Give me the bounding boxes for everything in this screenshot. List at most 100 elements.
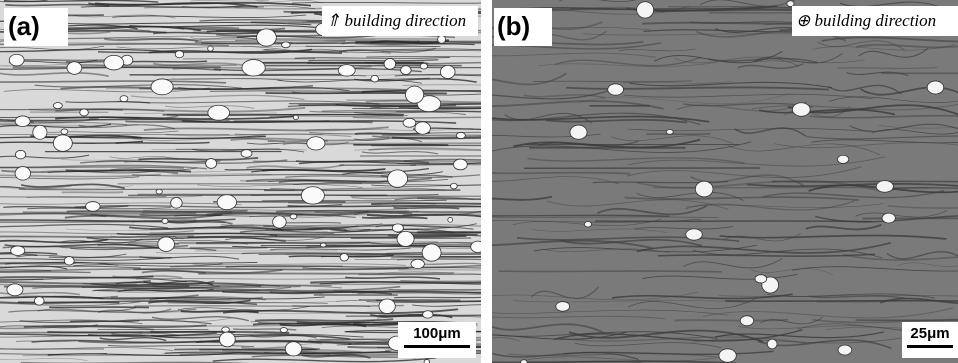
pore	[53, 103, 62, 109]
flow-line	[307, 245, 516, 246]
pore	[584, 222, 591, 228]
pore	[471, 241, 485, 252]
flow-line	[393, 208, 459, 209]
flow-line	[817, 301, 879, 302]
flow-line	[47, 332, 289, 333]
pore	[637, 2, 654, 18]
pore	[156, 189, 162, 194]
pore	[34, 297, 44, 305]
pore	[424, 359, 430, 363]
pore	[158, 237, 175, 251]
pore	[338, 65, 355, 76]
pore	[242, 60, 265, 76]
pore	[217, 195, 236, 210]
flow-line	[16, 59, 119, 60]
pore	[420, 63, 427, 69]
flow-line	[170, 266, 343, 267]
pore	[64, 257, 74, 265]
flow-line	[0, 272, 91, 273]
micrograph-b	[433, 0, 958, 363]
pore	[570, 125, 587, 139]
flow-line	[394, 297, 494, 298]
pore	[838, 345, 852, 355]
pore	[293, 115, 298, 119]
pore	[280, 328, 287, 333]
flow-line	[116, 142, 210, 143]
annotation: ⊕ building direction	[796, 11, 936, 30]
pore	[411, 259, 424, 268]
pore	[371, 75, 379, 82]
pore	[320, 243, 326, 247]
pore	[608, 84, 624, 95]
pore	[301, 187, 324, 204]
flow-line	[527, 362, 642, 363]
pore	[379, 299, 395, 314]
pore	[451, 183, 458, 189]
pore	[403, 118, 416, 127]
pore	[340, 254, 348, 262]
pore	[222, 327, 230, 332]
pore	[15, 150, 25, 159]
flow-line	[674, 320, 788, 321]
flow-line	[6, 120, 229, 121]
pore	[405, 86, 423, 103]
pore	[882, 213, 895, 223]
pore	[666, 129, 673, 134]
pore	[33, 125, 47, 139]
pore	[241, 150, 252, 158]
pore	[11, 246, 25, 256]
pore	[9, 54, 24, 66]
pore	[285, 342, 301, 356]
scale-bar-label: 100μm	[413, 325, 461, 342]
pore	[104, 55, 124, 70]
pore	[423, 311, 433, 318]
pore	[392, 224, 403, 232]
flow-line	[482, 173, 631, 174]
pore	[282, 42, 291, 48]
pore	[290, 214, 297, 219]
pore	[15, 167, 31, 181]
pore	[686, 229, 703, 240]
pore	[695, 181, 713, 197]
pore	[273, 216, 287, 228]
flow-line	[144, 7, 264, 8]
flow-line	[125, 121, 372, 122]
pore	[206, 159, 217, 169]
flow-line	[499, 271, 722, 272]
figure: (a) ⇑ building direction 100μm (b) ⊕ bui…	[0, 0, 958, 363]
pore	[837, 155, 848, 163]
pore	[307, 137, 325, 150]
pore	[208, 46, 214, 51]
pore	[208, 105, 230, 120]
flow-line	[49, 307, 149, 308]
pore	[876, 181, 893, 193]
pore	[792, 103, 810, 117]
scale-bar	[907, 345, 953, 348]
pore	[220, 332, 236, 347]
scale-bar-label: 25μm	[910, 325, 949, 342]
pore	[787, 1, 794, 7]
pore	[440, 65, 455, 78]
pore	[53, 135, 72, 152]
pore	[15, 116, 30, 127]
flow-line	[62, 192, 124, 193]
pore	[740, 316, 753, 326]
flow-line	[0, 276, 153, 277]
pore	[388, 170, 408, 187]
pore	[453, 159, 467, 170]
pore	[719, 349, 736, 362]
panel-label: (a)	[8, 11, 40, 41]
pore	[927, 81, 943, 94]
pore	[61, 129, 68, 134]
pore	[257, 29, 277, 46]
flow-line	[362, 217, 428, 218]
annotation: ⇑ building direction	[326, 11, 466, 30]
pore	[456, 132, 465, 138]
pore	[397, 231, 414, 246]
pore	[448, 217, 453, 222]
pore	[384, 59, 396, 70]
flow-line	[307, 63, 428, 64]
pore	[151, 79, 173, 95]
pore	[556, 302, 570, 312]
panel-label: (b)	[497, 11, 530, 41]
